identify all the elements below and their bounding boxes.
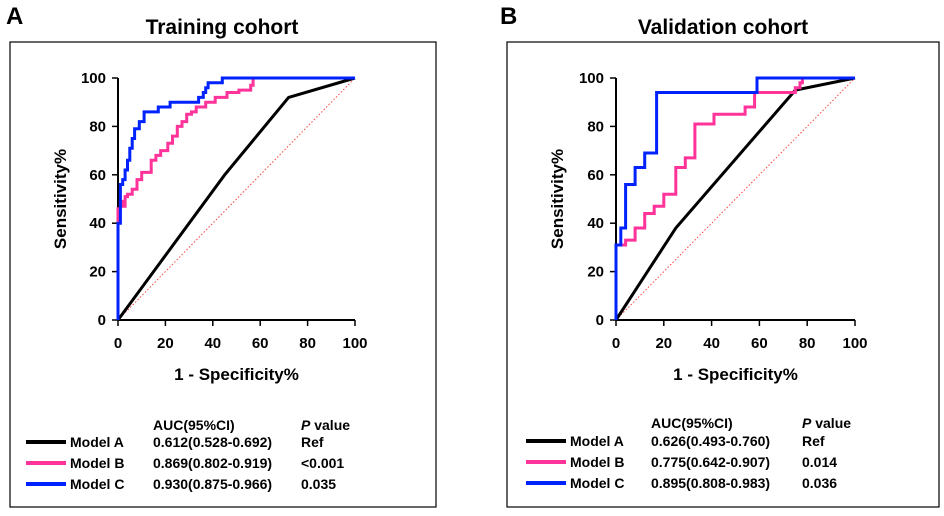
panel-a-reference-line (117, 77, 356, 321)
panel-a-y-axis-title: Sensitivity% (51, 149, 70, 249)
panel-a-legend-auc-header: AUC(95%CI) (153, 417, 235, 433)
panel-b-legend-auc-model-c: 0.895(0.808-0.983) (651, 475, 770, 491)
panel-a-frame (9, 41, 437, 508)
panel-b-legend-p-model-c: 0.036 (802, 475, 837, 491)
panel-a-legend-name-model-b: Model B (70, 455, 124, 471)
panel-b-y-tick-label: 80 (587, 118, 604, 135)
panel-a-legend-p-italic: P (301, 417, 311, 433)
panel-a-series-model-b (116, 78, 255, 320)
panel-b-legend-auc-header: AUC(95%CI) (651, 415, 733, 431)
panel-a-legend-name-model-a: Model A (70, 434, 124, 450)
panel-a-x-tick-label: 40 (204, 335, 221, 352)
panel-b-legend: AUC(95%CI) P value Model A 0.626(0.493-0.76… (526, 415, 851, 491)
panel-b-y-tick-label: 20 (587, 264, 604, 281)
panel-a-legend-auc-model-a: 0.612(0.528-0.692) (153, 434, 272, 450)
panel-b-series-model-c (614, 76, 855, 320)
panel-b-series-model-a (614, 76, 856, 321)
panel-a-legend-p-model-a: Ref (301, 434, 324, 450)
panel-a-y-tick-label: 0 (98, 312, 106, 329)
panel-a-legend-name-model-c: Model C (70, 476, 124, 492)
panel-a-x-tick-label: 100 (342, 335, 367, 352)
panel-a-plot: 0 20 40 60 80 100 0 20 40 60 80 100 1 - Specificity%… (51, 70, 368, 384)
panel-a-legend-p-model-c: 0.035 (301, 476, 336, 492)
panel-b: B Validation cohort 0 20 40 60 80 100 0 20 40 60 8… (500, 3, 940, 508)
panel-a-y-tick-label: 40 (89, 215, 106, 232)
panel-b-x-tick-label: 20 (655, 335, 672, 352)
panel-b-x-tick-label: 40 (703, 335, 720, 352)
panel-a-legend: AUC(95%CI) P value Model A 0.612(0.528-0.69… (26, 417, 350, 492)
panel-b-legend-auc-model-a: 0.626(0.493-0.760) (651, 433, 770, 449)
panel-b-y-tick-label: 40 (587, 215, 604, 232)
panel-a-y-tick-label: 80 (89, 118, 106, 135)
panel-b-y-tick-label: 100 (579, 70, 604, 87)
panel-a-series-model-c (116, 76, 355, 320)
panel-b-legend-p-rest: value (811, 415, 851, 431)
panel-a-legend-auc-model-c: 0.930(0.875-0.966) (153, 476, 272, 492)
panel-b-legend-p-model-b: 0.014 (802, 454, 837, 470)
panel-b-plot: 0 20 40 60 80 100 0 20 40 60 80 100 1 - Specificity%… (548, 70, 868, 384)
panel-a-y-tick-label: 20 (89, 264, 106, 281)
panel-b-y-axis-title: Sensitivity% (548, 149, 567, 249)
panel-b-x-tick-label: 80 (799, 335, 816, 352)
panel-b-x-axis-title: 1 - Specificity% (673, 365, 798, 384)
panel-a-y-tick-label: 100 (81, 70, 106, 87)
panel-a-legend-p-rest: value (310, 417, 350, 433)
panel-b-letter: B (500, 3, 517, 30)
panel-b-x-tick-label: 60 (751, 335, 768, 352)
panel-b-y-tick-label: 60 (587, 167, 604, 184)
panel-b-title: Validation cohort (638, 16, 808, 39)
panel-b-legend-p-header: P value (802, 415, 851, 431)
panel-b-x-tick-label: 100 (842, 335, 867, 352)
panel-a-series-model-a (116, 76, 356, 321)
panel-a-x-tick-label: 80 (299, 335, 316, 352)
panel-b-series-model-b (614, 76, 855, 320)
panel-a-y-tick-label: 60 (89, 167, 106, 184)
panel-a-legend-p-model-b: <0.001 (301, 455, 344, 471)
panel-b-legend-name-model-c: Model C (570, 475, 624, 491)
panel-b-legend-auc-model-b: 0.775(0.642-0.907) (651, 454, 770, 470)
panel-b-x-tick-label: 0 (612, 335, 620, 352)
panel-b-legend-p-italic: P (802, 415, 812, 431)
panel-b-legend-p-model-a: Ref (802, 433, 825, 449)
panel-a-title: Training cohort (146, 16, 299, 39)
panel-a-legend-auc-model-b: 0.869(0.802-0.919) (153, 455, 272, 471)
panel-b-legend-name-model-a: Model A (570, 433, 624, 449)
panel-b-legend-name-model-b: Model B (570, 454, 624, 470)
panel-a-x-tick-label: 20 (157, 335, 174, 352)
panel-a-letter: A (6, 3, 23, 30)
panel-a-x-tick-label: 60 (252, 335, 269, 352)
panel-a-legend-p-header: P value (301, 417, 350, 433)
panel-b-y-tick-label: 0 (596, 312, 604, 329)
panel-a-x-tick-label: 0 (114, 335, 122, 352)
panel-b-reference-line (615, 77, 856, 321)
panel-b-frame (506, 41, 940, 508)
panel-a: A Training cohort 0 20 40 60 80 1000204060801… (6, 3, 437, 508)
panel-a-x-axis-title: 1 - Specificity% (174, 365, 299, 384)
